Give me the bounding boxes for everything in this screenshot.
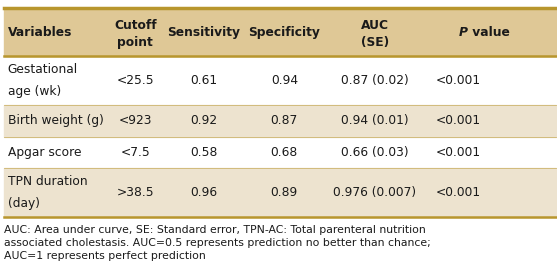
Text: <0.001: <0.001 — [436, 74, 481, 87]
Text: 0.61: 0.61 — [190, 74, 217, 87]
Bar — [4, 105, 556, 136]
Text: 0.96: 0.96 — [190, 186, 217, 199]
Text: (SE): (SE) — [361, 36, 389, 49]
Text: <0.001: <0.001 — [436, 146, 481, 159]
Text: <0.001: <0.001 — [436, 186, 481, 199]
Text: Cutoff: Cutoff — [114, 19, 157, 32]
Text: <7.5: <7.5 — [120, 146, 150, 159]
Text: <25.5: <25.5 — [116, 74, 154, 87]
Text: 0.92: 0.92 — [190, 114, 217, 127]
Text: 0.66 (0.03): 0.66 (0.03) — [341, 146, 409, 159]
Text: 0.89: 0.89 — [271, 186, 298, 199]
Text: <923: <923 — [119, 114, 152, 127]
Text: <0.001: <0.001 — [436, 114, 481, 127]
Text: >38.5: >38.5 — [116, 186, 154, 199]
Text: 0.58: 0.58 — [190, 146, 217, 159]
Text: AUC: AUC — [361, 19, 389, 32]
Bar — [4, 168, 556, 217]
Text: Gestational: Gestational — [8, 63, 78, 76]
Text: Sensitivity: Sensitivity — [167, 26, 240, 39]
Text: Specificity: Specificity — [248, 26, 320, 39]
Bar — [4, 217, 556, 274]
Text: Apgar score: Apgar score — [8, 146, 81, 159]
Text: 0.94: 0.94 — [271, 74, 298, 87]
Text: 0.68: 0.68 — [271, 146, 298, 159]
Text: (day): (day) — [8, 197, 40, 210]
Text: 0.976 (0.007): 0.976 (0.007) — [333, 186, 417, 199]
Text: 0.94 (0.01): 0.94 (0.01) — [341, 114, 409, 127]
Text: value: value — [468, 26, 510, 39]
Text: P: P — [458, 26, 467, 39]
Text: point: point — [118, 36, 153, 49]
Bar — [4, 8, 556, 56]
Text: AUC: Area under curve, SE: Standard error, TPN-AC: Total parenteral nutrition
as: AUC: Area under curve, SE: Standard erro… — [4, 225, 431, 261]
Text: TPN duration: TPN duration — [8, 175, 87, 188]
Text: 0.87: 0.87 — [271, 114, 298, 127]
Text: Birth weight (g): Birth weight (g) — [8, 114, 104, 127]
Text: 0.87 (0.02): 0.87 (0.02) — [341, 74, 409, 87]
Text: age (wk): age (wk) — [8, 85, 61, 98]
Text: Variables: Variables — [8, 26, 72, 39]
